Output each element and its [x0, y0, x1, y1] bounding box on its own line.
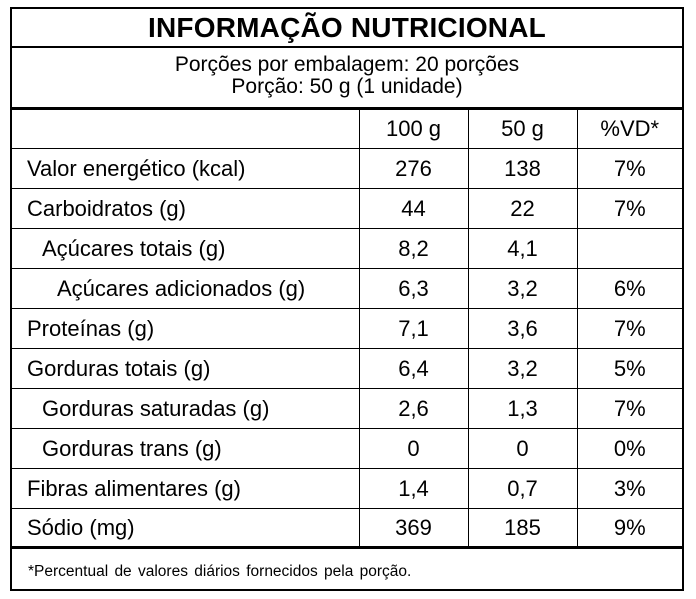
- nutrition-facts-label: INFORMAÇÃO NUTRICIONAL Porções por embal…: [10, 7, 684, 591]
- nutrient-name: Sódio (mg): [12, 508, 360, 549]
- value-per-50g: 3,2: [468, 348, 578, 389]
- value-per-100g: 369: [359, 508, 469, 549]
- table-row: Açúcares adicionados (g) 6,3 3,2 6%: [12, 268, 682, 309]
- table-row: Sódio (mg) 369 185 9%: [12, 508, 682, 549]
- value-per-100g: 0: [359, 428, 469, 469]
- value-per-100g: 1,4: [359, 468, 469, 509]
- value-per-100g: 8,2: [359, 228, 469, 269]
- value-per-50g: 1,3: [468, 388, 578, 429]
- daily-value-percent: 5%: [577, 348, 682, 389]
- portion-size: Porção: 50 g (1 unidade): [231, 75, 463, 98]
- table-row: Fibras alimentares (g) 1,4 0,7 3%: [12, 468, 682, 509]
- table-row: Açúcares totais (g) 8,2 4,1: [12, 228, 682, 269]
- daily-value-percent: 7%: [577, 388, 682, 429]
- value-per-50g: 0,7: [468, 468, 578, 509]
- value-per-50g: 22: [468, 188, 578, 229]
- nutrient-name: Gorduras totais (g): [12, 348, 360, 389]
- footnote: *Percentual de valores diários fornecido…: [28, 563, 412, 580]
- table-row: Valor energético (kcal) 276 138 7%: [12, 148, 682, 189]
- value-per-100g: 7,1: [359, 308, 469, 349]
- table-row: Gorduras trans (g) 0 0 0%: [12, 428, 682, 469]
- daily-value-percent: 3%: [577, 468, 682, 509]
- value-per-50g: 0: [468, 428, 578, 469]
- nutrient-name: Carboidratos (g): [12, 188, 360, 229]
- header-nutrient: [12, 110, 360, 149]
- nutrition-table: 100 g 50 g %VD* Valor energético (kcal) 2…: [12, 110, 682, 549]
- table-row: Carboidratos (g) 44 22 7%: [12, 188, 682, 229]
- table-row: Gorduras totais (g) 6,4 3,2 5%: [12, 348, 682, 389]
- header-per-100g: 100 g: [359, 110, 469, 149]
- value-per-50g: 4,1: [468, 228, 578, 269]
- value-per-50g: 185: [468, 508, 578, 549]
- table-row: Proteínas (g) 7,1 3,6 7%: [12, 308, 682, 349]
- nutrient-name: Açúcares adicionados (g): [12, 268, 360, 309]
- daily-value-percent: [577, 228, 682, 269]
- nutrient-name: Gorduras trans (g): [12, 428, 360, 469]
- header-daily-value: %VD*: [577, 110, 682, 149]
- nutrient-name: Proteínas (g): [12, 308, 360, 349]
- value-per-100g: 2,6: [359, 388, 469, 429]
- value-per-50g: 138: [468, 148, 578, 189]
- value-per-100g: 6,3: [359, 268, 469, 309]
- daily-value-percent: 7%: [577, 188, 682, 229]
- portions-per-package: Porções por embalagem: 20 porções: [174, 53, 520, 76]
- nutrient-name: Valor energético (kcal): [12, 148, 360, 189]
- daily-value-percent: 7%: [577, 148, 682, 189]
- daily-value-percent: 0%: [577, 428, 682, 469]
- daily-value-percent: 7%: [577, 308, 682, 349]
- portion-info: Porções por embalagem: 20 porções Porção…: [12, 48, 682, 110]
- nutrient-name: Fibras alimentares (g): [12, 468, 360, 509]
- value-per-100g: 44: [359, 188, 469, 229]
- table-header-row: 100 g 50 g %VD*: [12, 110, 682, 149]
- nutrient-name: Gorduras saturadas (g): [12, 388, 360, 429]
- table-row: Gorduras saturadas (g) 2,6 1,3 7%: [12, 388, 682, 429]
- value-per-100g: 6,4: [359, 348, 469, 389]
- value-per-100g: 276: [359, 148, 469, 189]
- nutrient-name: Açúcares totais (g): [12, 228, 360, 269]
- header-per-50g: 50 g: [468, 110, 578, 149]
- value-per-50g: 3,2: [468, 268, 578, 309]
- daily-value-percent: 9%: [577, 508, 682, 549]
- value-per-50g: 3,6: [468, 308, 578, 349]
- daily-value-percent: 6%: [577, 268, 682, 309]
- label-title: INFORMAÇÃO NUTRICIONAL: [12, 9, 682, 48]
